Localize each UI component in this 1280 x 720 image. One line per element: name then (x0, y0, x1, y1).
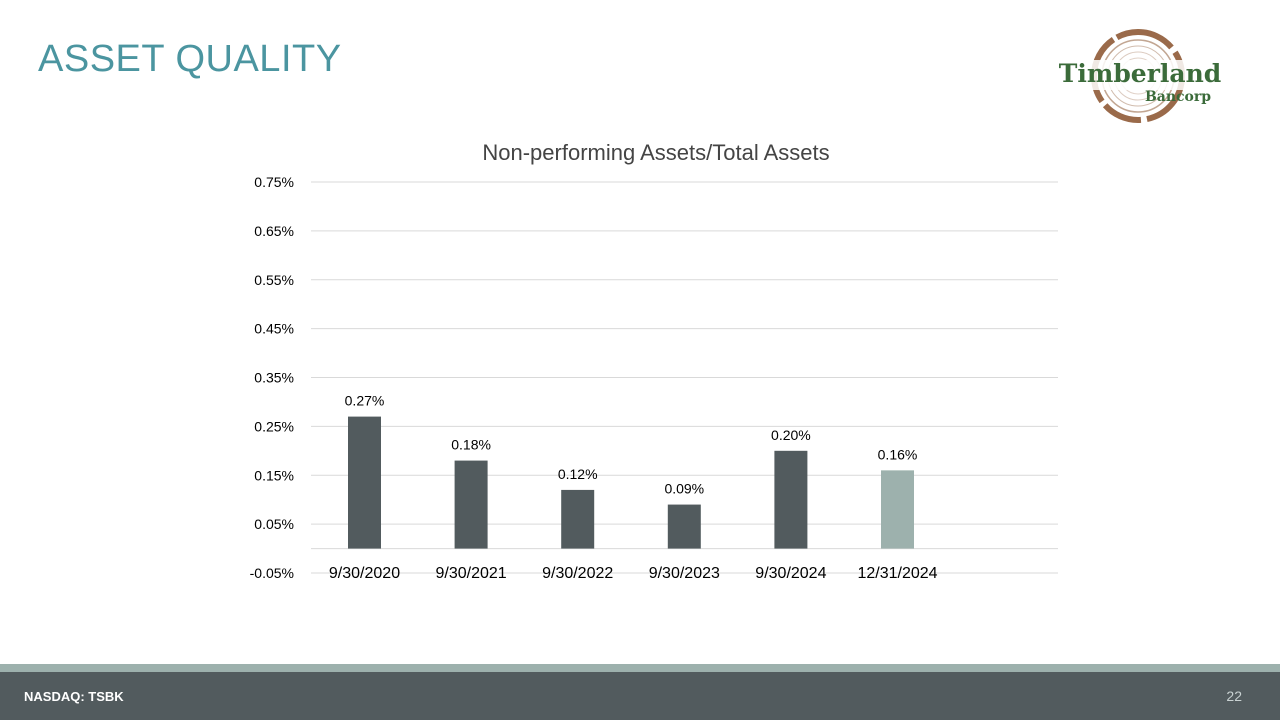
bar-9/30/2021 (454, 460, 488, 549)
x-tick-label: 9/30/2021 (436, 565, 507, 582)
y-axis-labels: -0.05% 0.05% 0.15% 0.25% 0.35% 0.45% 0.55% 0.65… (250, 174, 294, 581)
x-tick-label: 9/30/2020 (329, 565, 400, 582)
logo-name: Timberland (1059, 59, 1221, 88)
footer-bar (0, 672, 1280, 720)
bar-9/30/2023 (667, 504, 701, 549)
data-label: 0.18% (451, 437, 491, 453)
logo-sub: Bancorp (1145, 89, 1211, 105)
x-tick-label: 9/30/2024 (755, 565, 826, 582)
y-tick-label: 0.55% (254, 272, 294, 288)
y-tick-label: -0.05% (250, 565, 294, 581)
bar-9/30/2022 (561, 489, 595, 549)
y-tick-label: 0.05% (254, 516, 294, 532)
x-tick-label: 9/30/2023 (649, 565, 720, 582)
chart-title: Non-performing Assets/Total Assets (482, 140, 829, 165)
footer-ticker: NASDAQ: TSBK (24, 689, 124, 704)
data-label: 0.09% (664, 481, 704, 497)
x-axis-labels: 9/30/2020 9/30/2021 9/30/2022 9/30/2023 9/30… (329, 565, 938, 582)
footer-stripe (0, 664, 1280, 672)
x-tick-label: 9/30/2022 (542, 565, 613, 582)
data-labels: 0.27% 0.18% 0.12% 0.09% 0.20% 0.16% (345, 393, 918, 497)
y-tick-label: 0.75% (254, 174, 294, 190)
data-label: 0.20% (771, 427, 811, 443)
data-label: 0.27% (345, 393, 385, 409)
y-tick-label: 0.15% (254, 467, 294, 483)
bar-9/30/2024 (774, 450, 808, 549)
bar-9/30/2020 (348, 416, 381, 549)
timberland-logo: Timberland Bancorp (1056, 29, 1224, 123)
bar-12/31/2024 (881, 470, 914, 549)
x-tick-label: 12/31/2024 (857, 565, 937, 582)
y-tick-label: 0.25% (254, 418, 294, 434)
y-tick-label: 0.65% (254, 223, 294, 239)
page-title: ASSET QUALITY (38, 38, 342, 80)
data-label: 0.12% (558, 466, 598, 482)
gridlines (311, 181, 1058, 574)
y-tick-label: 0.35% (254, 370, 294, 386)
data-label: 0.16% (878, 446, 918, 462)
y-tick-label: 0.45% (254, 321, 294, 337)
bars (348, 416, 914, 549)
page-number: 22 (1226, 688, 1242, 704)
bar-chart: Non-performing Assets/Total Assets -0.05… (250, 140, 1058, 582)
